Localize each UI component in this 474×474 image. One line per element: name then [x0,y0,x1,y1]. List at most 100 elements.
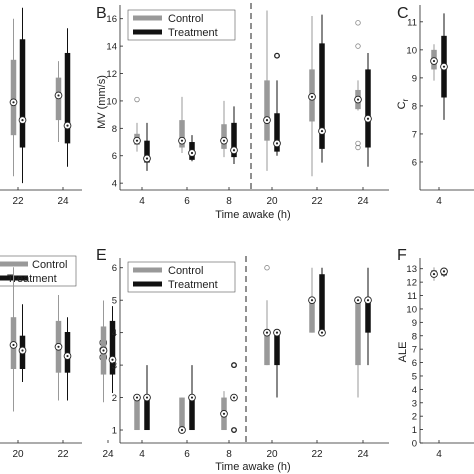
y-tick-label: 9 [412,73,417,84]
y-tick-label: 2 [112,393,117,404]
y-tick-label: 10 [106,96,117,107]
treatment-box-20 [18,304,27,382]
median-dot [275,142,279,145]
treatment-box-8 [230,106,238,164]
x-tick-label: 24 [357,196,369,207]
y-tick-label: 6 [112,151,117,162]
x-tick-label: 22 [311,196,323,207]
legend-label-control: Control [168,13,203,25]
y-tick-label: 16 [106,14,117,25]
control-box-22 [54,295,63,401]
median-dot [442,65,446,68]
treatment-box-8 [230,362,238,433]
panel-d-legend: Control Treatment [0,255,77,287]
treatment-box-24 [108,306,117,394]
median-dot [366,299,370,302]
x-tick-label: 4 [436,449,442,460]
iqr-box [365,300,371,333]
iqr-box [264,80,270,141]
y-tick-label: 10 [406,45,417,56]
x-tick-label: 24 [57,196,69,207]
iqr-box [144,397,150,431]
median-dot [66,354,69,358]
control-box-24 [99,300,108,403]
x-tick-label: 20 [266,449,278,460]
panel-b: 4 6 8 10 12 14 16 4 6 8 20 22 24 [106,3,389,207]
treatment-box-22 [63,317,72,401]
treatment-box-24 [364,267,372,366]
median-dot [57,345,60,348]
control-box-4 [133,96,141,152]
panel-b-xlabel: Time awake (h) [215,209,290,221]
panel-e: 1 2 3 4 5 6 4 6 8 20 22 24 [112,256,389,460]
median-dot [21,349,24,352]
iqr-box [144,140,150,163]
panel-letter-b: B [96,5,107,22]
treatment-box-24 [63,28,72,167]
outlier [355,43,361,49]
y-tick-label: 9 [412,318,417,329]
median-dot [442,270,446,273]
y-tick-label: 6 [112,263,117,274]
control-box-6 [178,96,186,153]
y-tick-label: 14 [106,42,117,53]
x-tick-label: 8 [226,196,232,207]
control-box-22 [308,267,316,333]
y-tick-label: 4 [112,179,117,190]
x-tick-label: 20 [266,196,278,207]
iqr-box [365,69,371,148]
iqr-box [134,397,140,431]
median-dot [265,331,269,334]
iqr-box [274,113,280,152]
outlier [231,427,237,433]
control-box-4 [430,267,438,281]
median-dot [180,139,184,142]
panel-e-xlabel: Time awake (h) [215,461,290,473]
median-dot [66,124,69,127]
panel-f-ylabel: ALE [397,342,409,363]
x-tick-label: 24 [357,449,369,460]
treatment-box-20 [273,52,281,156]
median-dot [190,151,194,155]
panel-letter-c: C [397,5,409,22]
iqr-box [19,39,26,148]
panel-letter-f: F [397,247,407,264]
y-tick-label: 5 [112,296,117,307]
x-tick-label: 22 [12,196,24,207]
y-tick-label: 8 [412,331,417,342]
panel-b-ylabel: MV (mm/s) [96,75,108,129]
panel-e-legend: Control Treatment [127,261,236,293]
median-dot [12,101,15,104]
legend-label-treatment: Treatment [168,27,218,39]
x-tick-label: 24 [102,449,114,460]
y-tick-label: 5 [412,371,417,382]
median-dot [190,396,194,399]
outlier [355,140,361,147]
treatment-box-22 [318,267,326,337]
median-dot [12,343,15,347]
x-tick-label: 6 [184,449,190,460]
control-box-24 [54,61,63,143]
x-tick-label: 22 [311,449,323,460]
control-box-20 [263,10,271,171]
y-tick-label: 7 [412,345,417,356]
median-dot [356,299,360,302]
iqr-box [231,122,237,158]
median-dot [232,149,236,152]
y-tick-label: 7 [412,129,417,140]
iqr-box [319,43,325,149]
median-dot [232,396,236,399]
control-box-4 [133,393,141,431]
control-box-24 [354,20,362,151]
x-tick-label: 22 [57,449,69,460]
treatment-box-6 [188,365,196,431]
control-box-22 [9,18,18,177]
treatment-box-4 [143,122,151,171]
median-dot [21,119,24,122]
y-tick-label: 13 [406,264,417,275]
treatment-box-20 [273,328,281,398]
median-dot [222,412,226,415]
median-dot [356,98,360,101]
control-box-24 [354,296,362,398]
